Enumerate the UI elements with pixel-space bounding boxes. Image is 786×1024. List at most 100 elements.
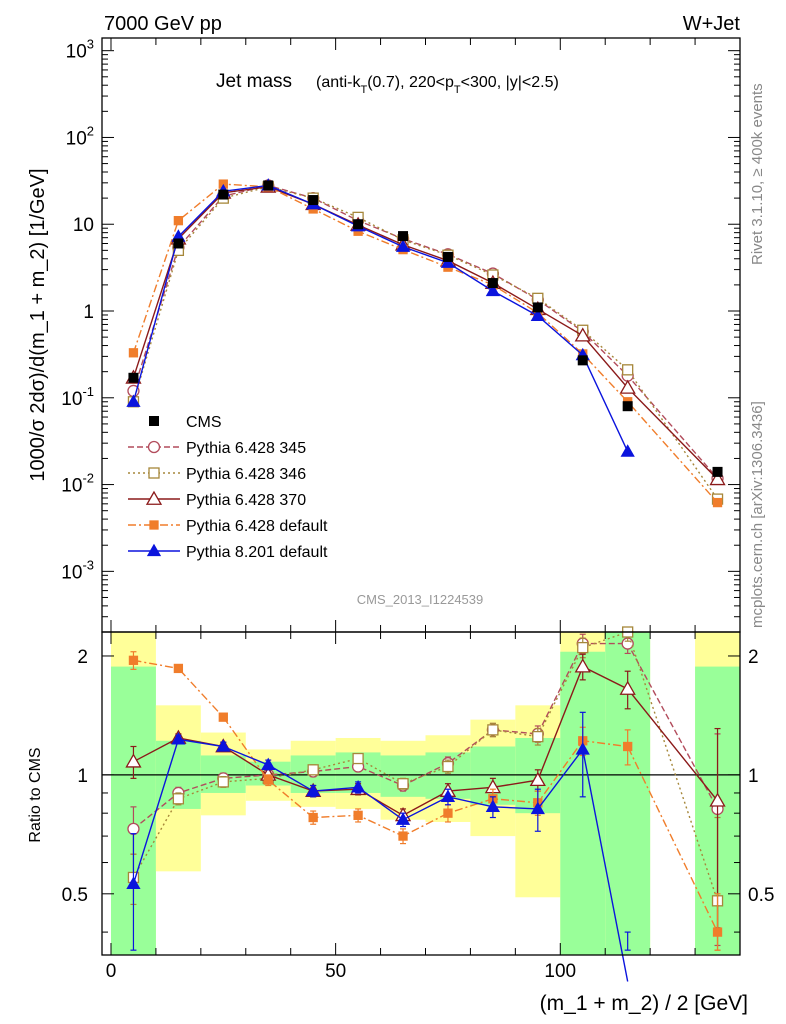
cms-data-point [353,219,364,230]
ratio-data-point [529,771,546,787]
ratio-data-point [398,831,408,841]
ratio-data-point [619,680,636,695]
ratio-data-point [623,741,633,752]
cms-data-point [263,180,274,191]
mcplots-label: mcplots.cern.ch [arXiv:1306.3436] [749,401,766,628]
main-data-point [440,255,456,268]
ratio-series-line [132,738,629,982]
ratio-data-point [307,764,319,776]
legend-marker [146,543,162,557]
ratio-data-point [530,801,545,815]
cms-data-point [218,189,229,200]
cms-data-point [442,251,453,262]
header-right: W+Jet [683,13,741,35]
ratio-data-point [127,822,140,836]
main-data-point [574,327,591,342]
ratio-data-point [352,752,364,765]
ratio-data-point [442,760,454,773]
ratio-data-point [575,742,590,755]
y-axis-title-ratio: Ratio to CMS [27,747,44,842]
ratio-frame [101,631,741,956]
legend: CMS Pythia 6.428 345 Pythia 6.428 346 Pythi… [128,414,328,561]
ratio-data-point [173,663,184,674]
main-data-point [619,379,636,394]
chart-subtitle: (anti-kT(0.7), 220<pT<300, |y|<2.5) [316,74,559,96]
main-data-point [126,394,141,407]
ratio-data-point [350,780,366,793]
series-layer [125,178,726,982]
y-tick-label-main: 10 [73,215,94,236]
y-tick-label-main: 10-2 [61,471,94,497]
legend-label: Pythia 8.201 default [186,544,328,561]
x-tick-label: 100 [544,961,576,982]
ratio-data-point [440,789,456,802]
header-left: 7000 GeV pp [104,13,222,35]
ratio-data-point [395,812,411,825]
legend-marker [145,490,163,505]
main-series-line [132,186,719,480]
main-data-point [622,364,634,376]
legend-label: CMS [186,414,222,431]
main-series-line [132,184,629,452]
cms-data-point [487,278,498,289]
main-data-point [530,308,545,321]
cms-data-point [532,302,543,313]
ratio-data-point [261,757,276,771]
legend-label: Pythia 6.428 370 [186,492,306,509]
ratio-data-point [397,778,409,790]
legend-marker [147,440,161,454]
y-tick-label-ratio-left: 1 [77,766,88,787]
ratio-data-point [485,799,501,813]
uncertainty-bands [110,632,740,955]
y-tick-label-main: 1 [83,302,94,323]
cms-data-point [128,372,139,383]
ratio-data-point [712,927,723,937]
ratio-data-point [217,776,229,788]
ratio-data-point [125,753,142,768]
ratio-data-point [218,712,228,722]
ratio-data-point [308,812,318,823]
y-tick-label-main: 10-3 [61,557,94,583]
ratio-data-point [487,724,499,736]
axes: 0 50 100 10-3 10-2 10-1 1 10 102 103 0.5 0.5 1 1 2 2 [61,37,774,982]
analysis-id: CMS_2013_I1224539 [357,592,484,607]
x-axis-title: (m_1 + m_2) / 2 [GeV] [540,992,748,1015]
legend-marker [148,467,160,479]
legend-label: Pythia 6.428 default [186,518,328,535]
legend-cms-marker [149,416,159,426]
x-tick-label: 50 [325,961,346,982]
y-tick-label-main: 102 [66,123,94,149]
y-tick-label-ratio-right: 0.5 [748,885,774,906]
ratio-data-point [263,775,273,785]
ratio-data-point [709,792,726,807]
green-band-bin [560,651,606,955]
ratio-data-point [574,658,591,673]
cms-data-point [622,401,633,412]
main-series-line [132,184,719,479]
rivet-label: Rivet 3.1.10, ≥ 400k events [749,83,766,265]
ratio-data-point [443,808,453,818]
cms-data-point [308,195,319,206]
ratio-data-point [171,732,186,745]
y-axis-title-main: 1000/σ 2dσ)/d(m_1 + m_2) [1/GeV] [27,168,49,481]
y-tick-label-main: 103 [66,37,94,63]
chart-title: Jet mass [216,71,292,92]
x-tick-label: 0 [106,961,117,982]
y-tick-label-ratio-left: 0.5 [62,885,88,906]
main-data-point [173,215,184,226]
legend-label: Pythia 6.428 346 [186,466,306,483]
main-frame [101,37,741,633]
ratio-data-point [216,739,231,752]
y-tick-label-main: 10-1 [61,384,94,410]
ratio-data-point [306,783,321,797]
ratio-data-point [532,730,544,743]
y-tick-label-ratio-right: 1 [748,766,759,787]
legend-marker [149,520,159,530]
cms-data-point [712,466,723,477]
ratio-data-point [577,641,589,654]
ratio-data-point [353,810,363,820]
cms-data-point [577,355,588,366]
main-data-point [709,470,726,486]
cms-data-point [398,231,409,242]
